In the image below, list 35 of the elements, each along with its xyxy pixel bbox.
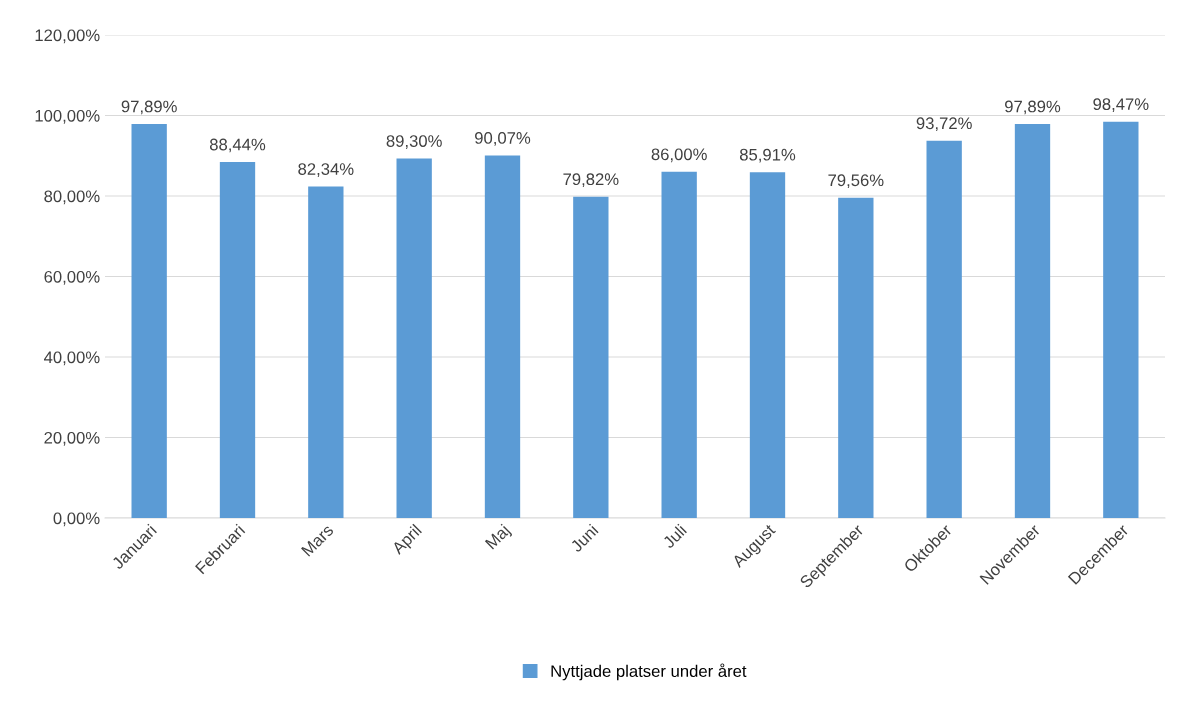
- bar: [1014, 123, 1051, 518]
- y-tick-label: 60,00%: [44, 270, 100, 285]
- x-tick-label: Maj: [484, 523, 513, 552]
- data-label: 97,89%: [121, 100, 177, 115]
- data-label: 79,56%: [828, 174, 884, 189]
- data-label: 97,89%: [1005, 100, 1061, 115]
- bar: [573, 196, 609, 518]
- bar: [661, 171, 697, 518]
- data-label: 88,44%: [209, 138, 266, 153]
- data-label: 79,82%: [563, 173, 619, 188]
- y-tick-label: 20,00%: [44, 431, 100, 446]
- data-label: 90,07%: [475, 132, 531, 146]
- bar: [484, 155, 521, 518]
- data-label: 86,00%: [651, 148, 707, 163]
- bar: [926, 140, 962, 518]
- data-label: 93,72%: [916, 117, 972, 132]
- bar: [749, 172, 786, 518]
- data-label: 89,30%: [386, 135, 442, 149]
- y-tick-label: 40,00%: [44, 351, 100, 366]
- data-label: 82,34%: [298, 163, 354, 177]
- y-tick-label: 120,00%: [35, 29, 100, 44]
- legend-label: Nyttjade platser under året: [551, 663, 747, 681]
- bar: [396, 158, 432, 518]
- y-tick-label: 0,00%: [53, 512, 100, 527]
- bar: [308, 186, 344, 518]
- data-label: 98,47%: [1093, 98, 1149, 112]
- bar: [131, 123, 167, 518]
- x-tick-label: Juli: [661, 523, 688, 550]
- bar: [219, 162, 256, 518]
- data-label: 85,91%: [739, 148, 796, 163]
- bar: [1103, 121, 1139, 518]
- x-tick-label: Juni: [569, 523, 599, 553]
- bar: [838, 197, 874, 518]
- y-tick-label: 80,00%: [44, 190, 100, 205]
- y-tick-label: 100,00%: [35, 109, 100, 124]
